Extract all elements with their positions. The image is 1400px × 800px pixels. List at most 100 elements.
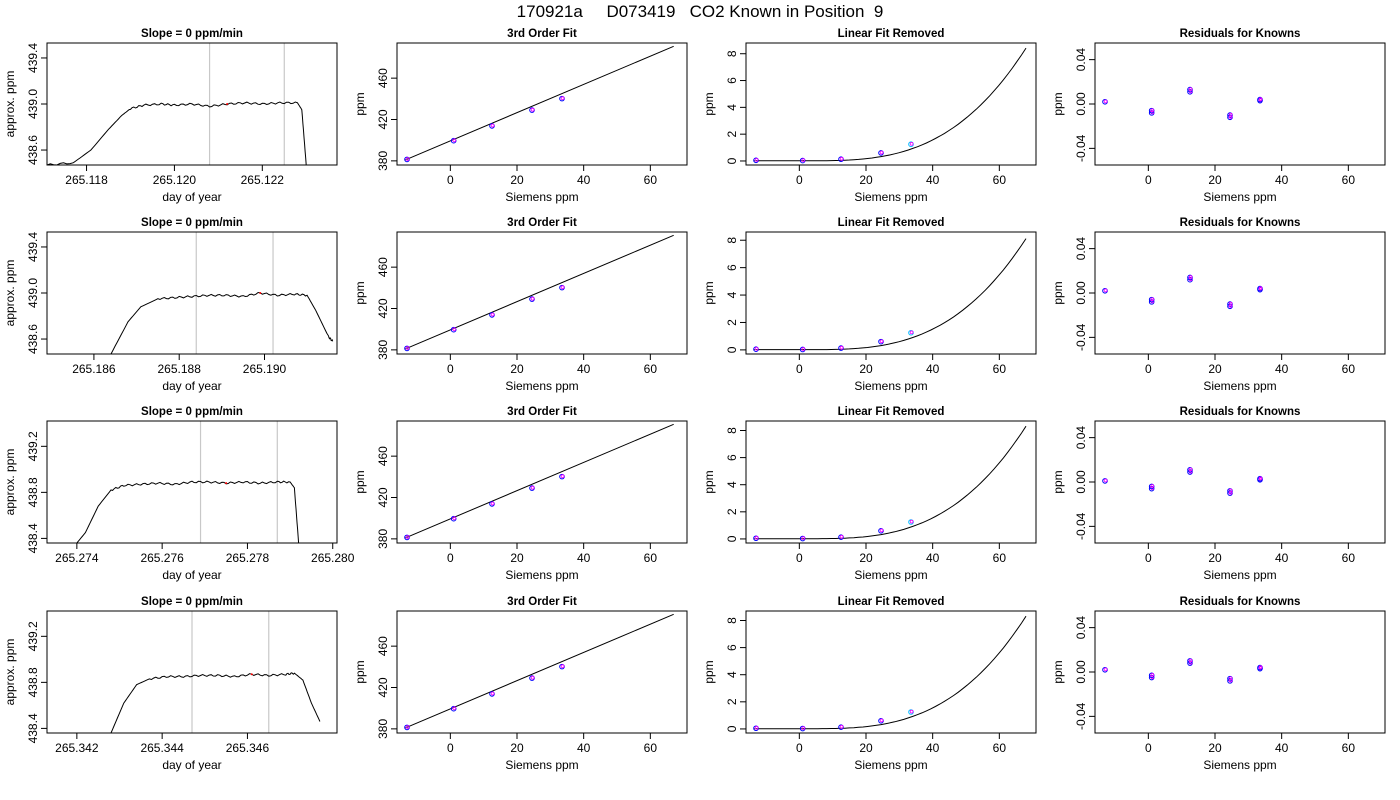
- y-tick-label: 0: [725, 157, 739, 164]
- panel-marks: [753, 425, 1027, 542]
- panel-marks: [1102, 86, 1263, 121]
- panel-2-4: Residuals for Knowns Siemens ppm ppm 0 20 40 6…: [1051, 217, 1386, 393]
- x-tick-label: 60: [644, 551, 658, 565]
- x-axis-label: Siemens ppm: [1203, 568, 1276, 582]
- y-tick-label: 0.00: [1074, 470, 1088, 494]
- plot-frame: [396, 231, 688, 355]
- x-tick-label: 40: [1275, 173, 1289, 187]
- x-tick-label: 0: [1145, 362, 1152, 376]
- x-tick-label: 40: [1275, 741, 1289, 755]
- x-tick-label: 0: [796, 362, 803, 376]
- y-tick-label: 0: [725, 346, 739, 353]
- y-axis-label: approx. ppm: [3, 71, 17, 138]
- x-tick-label: 20: [859, 741, 873, 755]
- y-tick-label: 438.6: [26, 324, 40, 354]
- figure-title: 170921a D073419 CO2 Known in Position 9: [516, 2, 884, 21]
- y-tick-label: 380: [376, 529, 390, 549]
- panel-marks: [1102, 658, 1263, 684]
- x-axis-label: day of year: [162, 190, 221, 204]
- x-tick-label: 20: [859, 362, 873, 376]
- panel-marks: [110, 291, 334, 354]
- data-point-overlay: [530, 107, 535, 112]
- data-point-overlay: [530, 485, 535, 490]
- x-tick-label: 0: [796, 173, 803, 187]
- x-axis-label: Siemens ppm: [854, 758, 927, 772]
- data-point-overlay: [1103, 478, 1108, 483]
- y-tick-label: 380: [376, 340, 390, 360]
- data-point-overlay: [839, 724, 844, 729]
- y-tick-label: 6: [725, 264, 739, 271]
- x-tick-label: 20: [859, 551, 873, 565]
- x-axis-label: Siemens ppm: [505, 758, 578, 772]
- data-point-overlay: [560, 664, 565, 669]
- data-point-overlay: [801, 536, 806, 540]
- y-tick-label: 8: [725, 427, 739, 434]
- y-tick-label: 460: [376, 636, 390, 656]
- x-tick-label: 0: [447, 741, 454, 755]
- data-point-overlay: [490, 312, 495, 317]
- x-axis-label: day of year: [162, 568, 221, 582]
- x-axis-label: Siemens ppm: [505, 190, 578, 204]
- y-tick-label: -0.04: [1074, 702, 1088, 730]
- y-tick-label: 420: [376, 298, 390, 318]
- y-axis-label: ppm: [353, 660, 367, 683]
- y-axis-label: approx. ppm: [3, 260, 17, 327]
- panel-title: 3rd Order Fit: [507, 217, 577, 229]
- panel-marks: [110, 672, 321, 733]
- plot-frame: [1094, 231, 1386, 355]
- data-point-overlay: [801, 158, 806, 162]
- y-tick-label: 0.00: [1074, 660, 1088, 684]
- y-tick-label: 0: [725, 535, 739, 542]
- x-tick-label: 265.190: [243, 362, 287, 376]
- x-tick-label: 40: [1275, 551, 1289, 565]
- data-point-overlay: [754, 726, 759, 730]
- panel-2-2: 3rd Order Fit Siemens ppm ppm 0 20 40 60 380 420…: [353, 217, 688, 393]
- panel-title: 3rd Order Fit: [507, 28, 577, 40]
- panel-1-1: Slope = 0 ppm/min day of year approx. ppm 2…: [3, 28, 338, 204]
- x-axis-label: Siemens ppm: [1203, 190, 1276, 204]
- y-tick-label: 438.4: [26, 523, 40, 553]
- y-tick-label: 439.4: [26, 43, 40, 73]
- y-tick-label: 380: [376, 719, 390, 739]
- x-tick-label: 40: [577, 173, 591, 187]
- data-point-overlay: [405, 346, 410, 350]
- plot-frame: [1094, 610, 1386, 734]
- x-tick-label: 20: [1208, 362, 1222, 376]
- y-tick-label: 439.0: [26, 278, 40, 308]
- data-point-overlay: [1150, 673, 1155, 677]
- data-point-overlay: [754, 347, 759, 351]
- panel-marks: [404, 613, 674, 731]
- y-tick-label: -0.04: [1074, 512, 1088, 540]
- plot-frame: [396, 420, 688, 544]
- y-axis-label: ppm: [1051, 470, 1065, 493]
- x-tick-label: 40: [577, 362, 591, 376]
- data-point-overlay: [1103, 288, 1108, 293]
- y-tick-label: 0.04: [1074, 48, 1088, 72]
- y-axis-label: ppm: [1051, 92, 1065, 115]
- x-tick-label: 40: [926, 741, 940, 755]
- panel-4-4: Residuals for Knowns Siemens ppm ppm 0 20 40 6…: [1051, 596, 1386, 772]
- data-point-overlay: [452, 327, 457, 332]
- data-point-overlay: [839, 157, 844, 161]
- y-tick-label: 2: [725, 698, 739, 705]
- data-point-overlay: [1258, 476, 1263, 481]
- y-tick-label: -0.04: [1074, 323, 1088, 351]
- x-tick-label: 265.120: [153, 173, 197, 187]
- y-axis-label: ppm: [353, 470, 367, 493]
- x-tick-label: 265.278: [226, 551, 270, 565]
- y-axis-label: ppm: [702, 92, 716, 115]
- x-axis-label: Siemens ppm: [1203, 758, 1276, 772]
- x-tick-label: 60: [644, 173, 658, 187]
- x-axis-label: Siemens ppm: [505, 568, 578, 582]
- panel-3-4: Residuals for Knowns Siemens ppm ppm 0 20 40 6…: [1051, 406, 1386, 582]
- x-tick-label: 265.118: [65, 173, 108, 187]
- y-tick-label: -0.04: [1074, 134, 1088, 162]
- y-tick-label: 8: [725, 617, 739, 624]
- x-tick-label: 20: [510, 173, 524, 187]
- x-tick-label: 60: [1342, 741, 1356, 755]
- fit-curve: [405, 613, 674, 729]
- panel-title: 3rd Order Fit: [507, 406, 577, 418]
- panel-title: Linear Fit Removed: [838, 28, 945, 40]
- x-tick-label: 20: [859, 173, 873, 187]
- trace-marker-dot: [250, 673, 253, 676]
